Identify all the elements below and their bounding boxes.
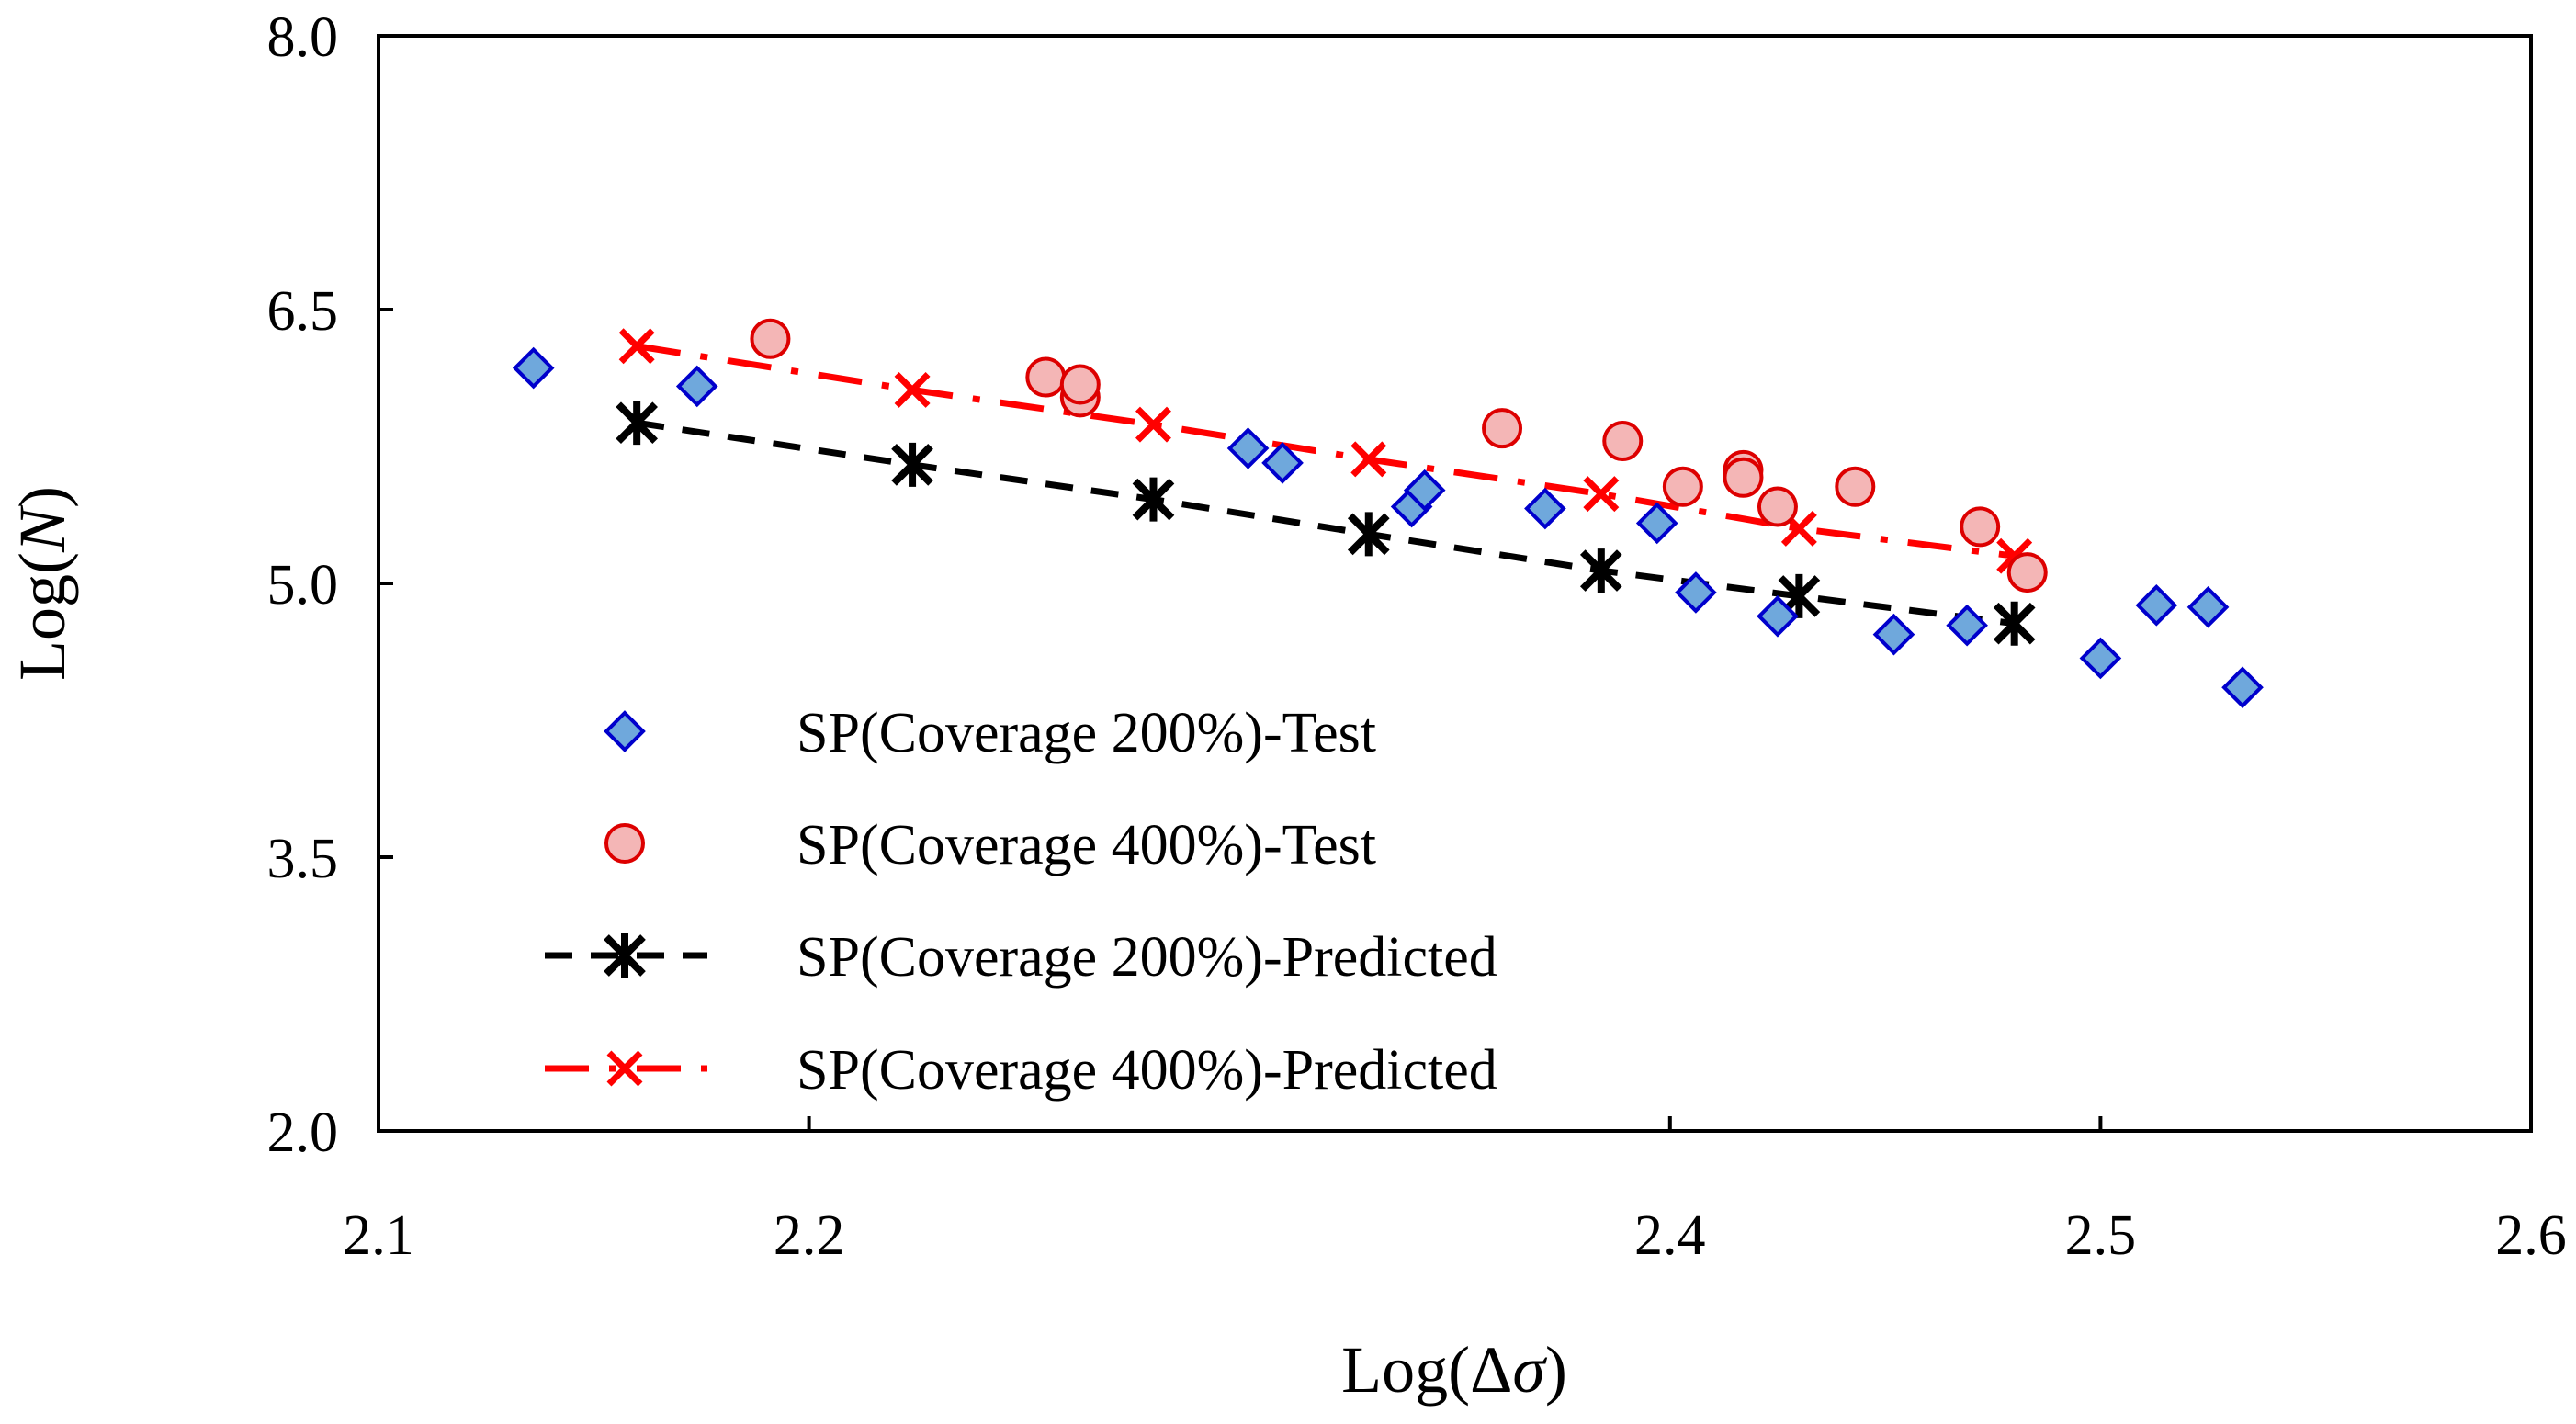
legend-label: SP(Coverage 200%)-Test <box>797 702 1376 764</box>
data-point <box>1579 548 1622 593</box>
y-tick-label: 6.5 <box>267 280 339 343</box>
x-tick-label: 2.2 <box>774 1204 845 1267</box>
data-point <box>1226 427 1270 469</box>
legend-label: SP(Coverage 400%)-Test <box>797 814 1376 876</box>
data-point <box>1583 476 1620 513</box>
data-point <box>1482 408 1523 449</box>
x-axis: 2.1 2.2 2.4 2.5 2.6 <box>343 1116 2567 1267</box>
legend-item: SP(Coverage 400%)-Predicted <box>545 1039 1497 1102</box>
legend-marker <box>604 933 646 978</box>
data-point <box>2006 552 2048 593</box>
legend-item: SP(Coverage 200%)-Predicted <box>545 926 1497 989</box>
legend-marker <box>604 710 646 752</box>
y-tick-label: 3.5 <box>267 828 339 890</box>
data-point <box>894 371 931 408</box>
x-tick-label: 2.4 <box>1634 1204 1706 1267</box>
legend-marker <box>606 1050 643 1087</box>
series-line-3 <box>618 328 2033 574</box>
data-point <box>618 328 655 365</box>
legend-label: SP(Coverage 200%)-Predicted <box>797 926 1497 989</box>
legend-item: SP(Coverage 400%)-Test <box>604 814 1376 876</box>
data-point <box>1835 466 1876 507</box>
data-point <box>1132 477 1175 522</box>
data-point <box>1757 594 1799 638</box>
legend-label: SP(Coverage 400%)-Predicted <box>797 1039 1497 1102</box>
data-point <box>1872 613 1915 656</box>
data-point <box>1757 486 1798 527</box>
y-axis-title: Log(N) <box>6 486 79 681</box>
data-point <box>2186 585 2230 628</box>
data-point <box>1946 604 1988 647</box>
y-tick-label: 5.0 <box>267 554 339 616</box>
x-tick-label: 2.1 <box>343 1204 414 1267</box>
plot-frame <box>377 34 2533 1133</box>
plot-area <box>512 318 2264 709</box>
series-scatter-1 <box>750 318 2048 593</box>
data-point <box>1723 457 1764 498</box>
series-scatter-0 <box>512 346 2264 709</box>
data-point <box>1960 506 2001 548</box>
data-point <box>1059 364 1101 405</box>
y-tick-label: 8.0 <box>267 6 339 69</box>
data-point <box>1524 487 1566 530</box>
data-point <box>1662 466 1703 507</box>
data-point <box>1403 469 1446 512</box>
data-point <box>750 318 791 359</box>
series-line-2 <box>616 401 2036 646</box>
data-point <box>1347 512 1390 557</box>
data-point <box>675 365 718 408</box>
data-point <box>2079 637 2122 680</box>
data-point <box>1602 421 1644 462</box>
data-point <box>2135 584 2178 627</box>
y-axis: 2.0 3.5 5.0 6.5 8.0 <box>267 6 393 1164</box>
data-point <box>1135 406 1171 443</box>
data-point <box>891 442 933 487</box>
data-point <box>512 346 555 390</box>
data-point <box>2221 666 2264 709</box>
data-point <box>1993 601 2036 646</box>
data-point <box>1261 442 1304 484</box>
x-tick-label: 2.6 <box>2495 1204 2567 1267</box>
legend: SP(Coverage 200%)-Test SP(Coverage 400%)-… <box>545 702 1497 1102</box>
x-tick-label: 2.5 <box>2065 1204 2137 1267</box>
data-point <box>1635 502 1678 545</box>
y-tick-label: 2.0 <box>267 1102 339 1164</box>
legend-marker <box>604 823 645 864</box>
data-point <box>1675 571 1717 614</box>
data-point <box>616 401 658 446</box>
data-point <box>1025 356 1067 398</box>
data-point <box>1350 441 1387 478</box>
legend-item: SP(Coverage 200%)-Test <box>604 702 1376 764</box>
x-axis-title: Log(Δσ) <box>1341 1333 1567 1407</box>
